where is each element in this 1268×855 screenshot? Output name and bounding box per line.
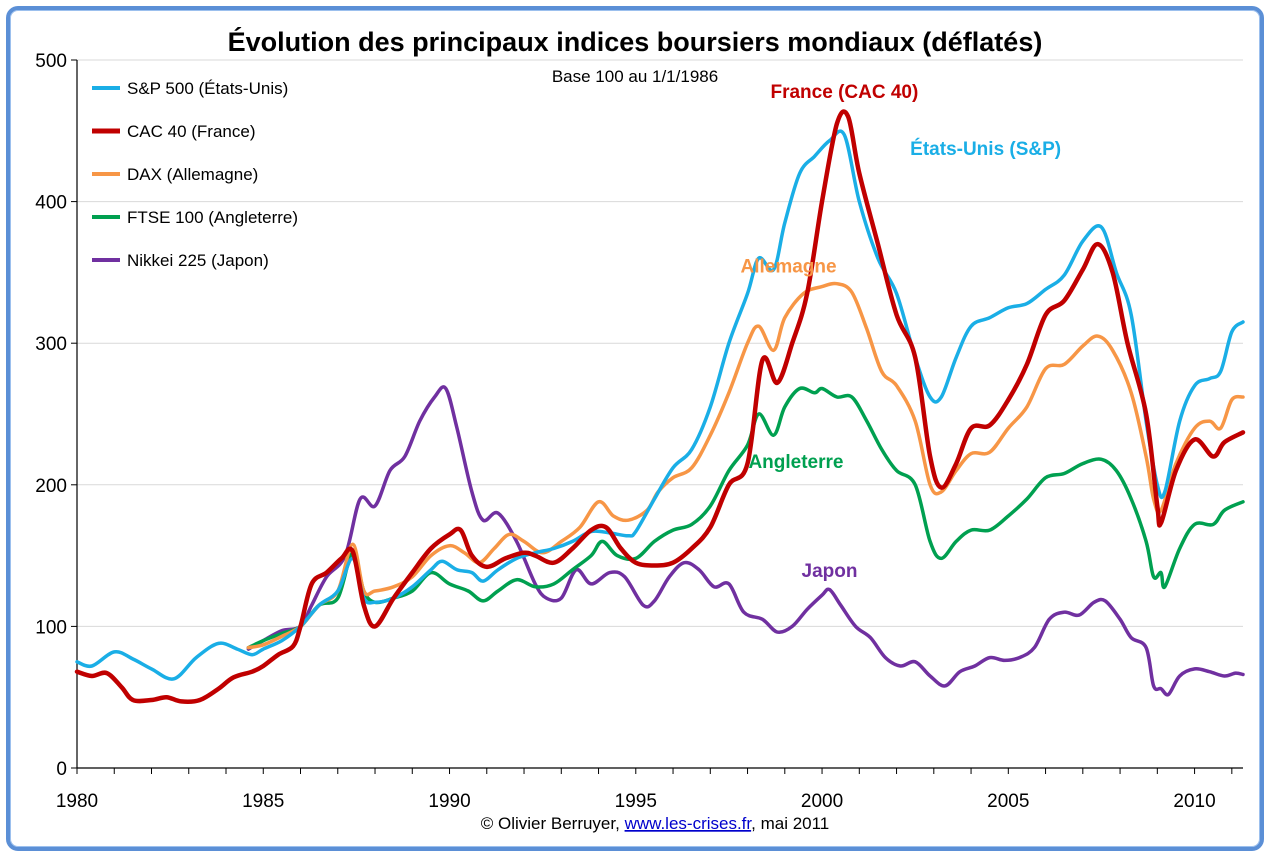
annotation-etats-unis: États-Unis (S&P)	[910, 138, 1061, 160]
legend: S&P 500 (États-Unis) CAC 40 (France) DAX (…	[92, 79, 298, 270]
chart-subtitle: Base 100 au 1/1/1986	[552, 67, 718, 86]
grid-lines	[77, 59, 1243, 627]
x-tick-label-2005: 2005	[987, 791, 1029, 812]
y-tick-label-200: 200	[35, 476, 67, 497]
x-tick-label-1985: 1985	[242, 791, 284, 812]
y-tick-label-100: 100	[35, 617, 67, 638]
series-lines	[74, 109, 1246, 705]
annotations: France (CAC 40) États-Unis (S&P) Allemagne…	[740, 82, 1061, 582]
x-tick-label-2000: 2000	[801, 791, 843, 812]
legend-label-cac40: CAC 40 (France)	[127, 122, 255, 141]
series-line-cac40	[74, 109, 1246, 705]
chart-frame	[6, 6, 1264, 851]
series-line-nikkei225	[246, 385, 1245, 697]
legend-label-dax: DAX (Allemagne)	[127, 165, 258, 184]
series-line-ftse100	[246, 386, 1245, 650]
annotation-angleterre: Angleterre	[748, 452, 843, 473]
credit-link[interactable]: www.les-crises.fr	[624, 814, 753, 833]
annotation-japon: Japon	[802, 561, 858, 582]
legend-label-ftse100: FTSE 100 (Angleterre)	[127, 208, 298, 227]
annotation-france: France (CAC 40)	[770, 82, 918, 103]
legend-label-sp500: S&P 500 (États-Unis)	[127, 79, 288, 98]
chart-title: Évolution des principaux indices boursie…	[228, 26, 1043, 57]
credit-suffix: , mai 2011	[751, 814, 829, 833]
credit: © Olivier Berruyer, www.les-crises.fr, m…	[481, 814, 830, 833]
y-tick-label-300: 300	[35, 334, 67, 355]
credit-prefix: © Olivier Berruyer,	[481, 814, 625, 833]
x-tick-label-1995: 1995	[615, 791, 657, 812]
legend-label-nikkei225: Nikkei 225 (Japon)	[127, 251, 269, 270]
axes: 0 100 200 300 400 500 1980 1985 1990 1995 2000 2005…	[35, 51, 1243, 812]
annotation-allemagne: Allemagne	[740, 256, 836, 277]
series-line-dax	[246, 281, 1245, 650]
x-tick-label-1980: 1980	[56, 791, 98, 812]
y-tick-label-0: 0	[56, 759, 67, 780]
x-tick-label-2010: 2010	[1173, 791, 1215, 812]
x-tick-label-1990: 1990	[428, 791, 470, 812]
y-tick-label-400: 400	[35, 193, 67, 214]
y-tick-label-500: 500	[35, 51, 67, 72]
